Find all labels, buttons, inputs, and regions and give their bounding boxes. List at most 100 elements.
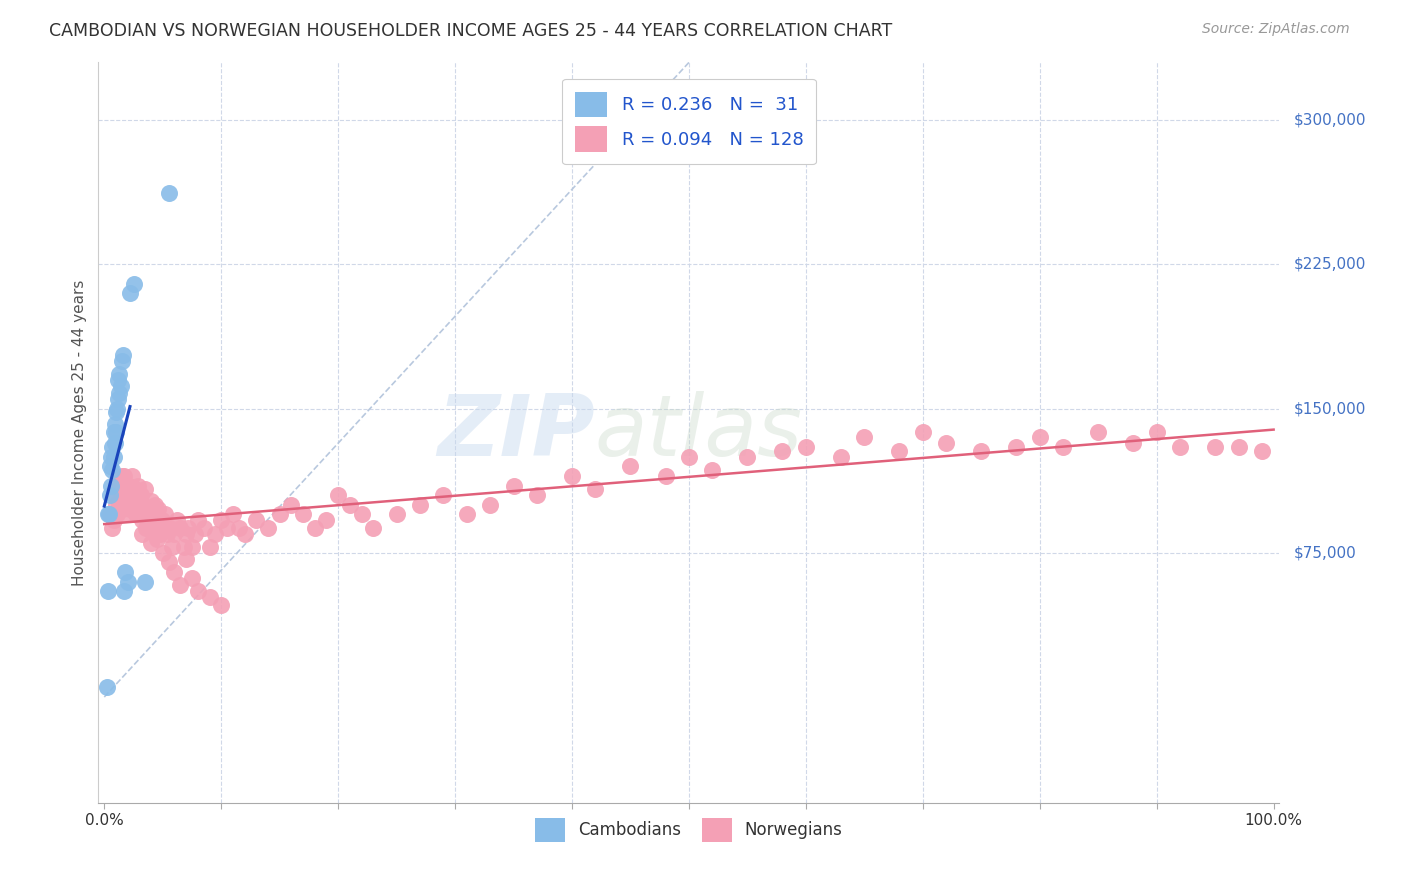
Point [193,521,215,535]
Point [104,436,127,450]
Point [98,488,121,502]
Point [129,488,152,502]
Point [104,417,127,431]
Point [103,450,125,464]
Point [112,584,135,599]
Point [111,501,134,516]
Point [163,565,186,579]
Point [114,508,136,522]
Point [111,348,134,362]
Point [181,540,204,554]
Point [228,521,250,535]
Point [97,508,120,522]
Point [101,440,124,454]
Point [233,526,256,541]
Point [1122,436,1144,450]
Point [114,565,136,579]
Point [112,494,135,508]
Point [245,513,267,527]
Point [146,513,169,527]
Point [122,483,145,497]
Point [911,425,934,439]
Text: $150,000: $150,000 [1294,401,1365,416]
Point [561,469,583,483]
Text: CAMBODIAN VS NORWEGIAN HOUSEHOLDER INCOME AGES 25 - 44 YEARS CORRELATION CHART: CAMBODIAN VS NORWEGIAN HOUSEHOLDER INCOM… [49,22,893,40]
Point [702,463,724,477]
Point [111,488,134,502]
Point [1227,440,1250,454]
Point [292,508,315,522]
Point [136,521,159,535]
Point [502,478,524,492]
Point [150,513,173,527]
Point [152,546,174,560]
Text: ZIP: ZIP [437,391,595,475]
Point [111,353,134,368]
Legend: Cambodians, Norwegians: Cambodians, Norwegians [527,810,851,850]
Point [198,540,221,554]
Point [157,186,180,201]
Point [135,501,157,516]
Point [1029,430,1052,444]
Point [138,508,160,522]
Point [935,436,957,450]
Point [121,469,143,483]
Point [111,469,134,483]
Point [143,498,166,512]
Point [108,367,131,381]
Point [100,478,122,492]
Point [117,498,139,512]
Point [889,443,911,458]
Point [103,425,125,439]
Point [160,540,183,554]
Point [209,513,232,527]
Point [131,513,153,527]
Point [135,521,157,535]
Point [142,508,165,522]
Point [174,551,197,566]
Point [112,469,135,483]
Point [118,286,141,301]
Point [118,494,141,508]
Point [146,501,169,516]
Point [159,521,181,535]
Point [772,443,794,458]
Point [103,513,125,527]
Point [107,483,129,497]
Point [409,498,432,512]
Point [132,508,155,522]
Point [215,521,238,535]
Point [125,494,148,508]
Point [222,508,245,522]
Point [145,521,167,535]
Point [173,540,195,554]
Point [101,463,124,477]
Y-axis label: Householder Income Ages 25 - 44 years: Householder Income Ages 25 - 44 years [72,279,87,586]
Point [479,498,502,512]
Point [105,508,128,522]
Point [1251,443,1274,458]
Point [169,521,191,535]
Point [111,483,134,497]
Point [134,574,156,589]
Point [117,574,139,589]
Point [163,526,186,541]
Point [204,526,226,541]
Point [1168,440,1191,454]
Point [104,405,127,419]
Point [304,521,326,535]
Text: $225,000: $225,000 [1294,257,1365,272]
Point [152,521,174,535]
Point [97,584,120,599]
Point [526,488,548,502]
Text: Source: ZipAtlas.com: Source: ZipAtlas.com [1202,22,1350,37]
Point [104,478,127,492]
Point [181,571,204,585]
Point [115,483,138,497]
Point [654,469,676,483]
Point [146,533,169,547]
Point [122,498,145,512]
Text: $75,000: $75,000 [1294,545,1357,560]
Point [385,508,408,522]
Point [108,386,131,401]
